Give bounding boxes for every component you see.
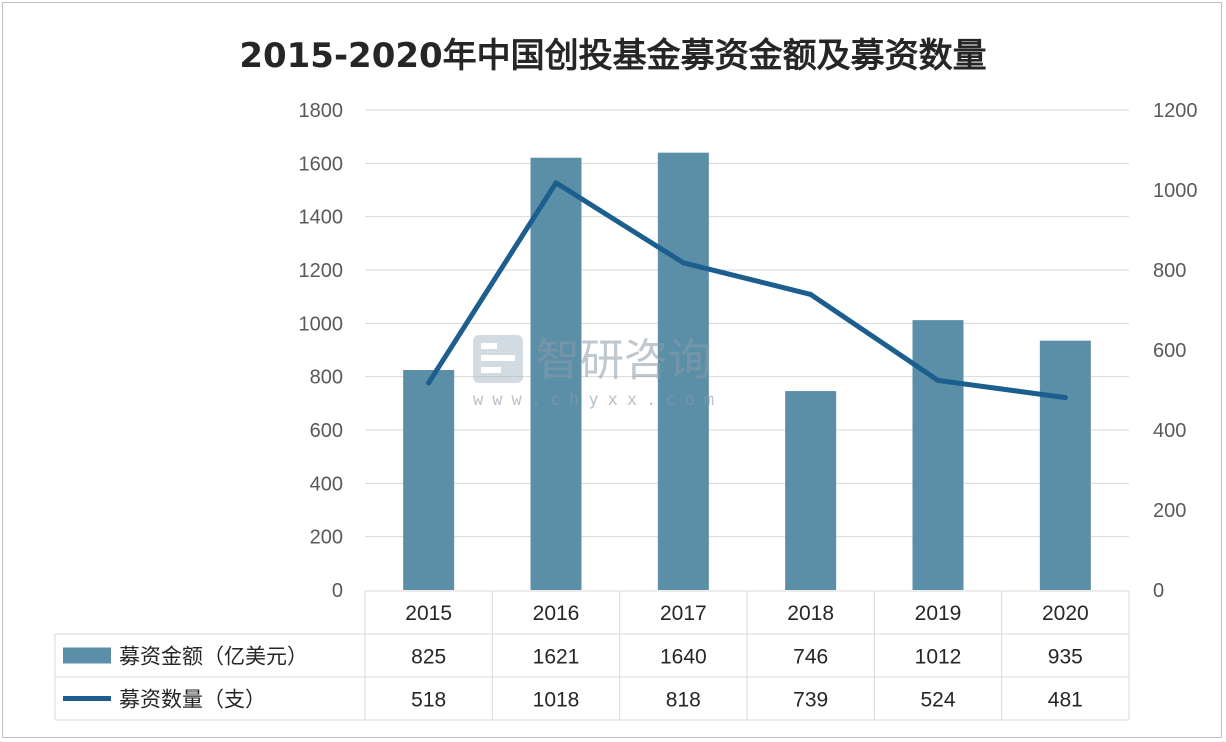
line-series: [426, 180, 1068, 401]
table-cell: 1621: [533, 646, 580, 669]
bar: [785, 391, 837, 590]
line-point: [553, 180, 559, 186]
watermark-brand: 智研咨询: [536, 335, 712, 386]
y-left-tick-label: 200: [310, 527, 343, 549]
y-axis-right: 0 200 400 600 800 1000 1200: [1153, 100, 1198, 602]
bar: [912, 320, 964, 590]
watermark: 智研咨询 www.chyxx.com: [473, 335, 723, 410]
line-point: [935, 377, 941, 383]
y-left-tick-label: 1000: [299, 313, 344, 335]
chart-title: 2015-2020年中国创投基金募资金额及募资数量: [239, 36, 986, 76]
y-right-tick-label: 0: [1153, 580, 1164, 602]
table-cell: 818: [666, 689, 701, 712]
y-left-tick-label: 600: [310, 420, 343, 442]
table-cell: 935: [1048, 646, 1083, 669]
x-tick-label: 2020: [1042, 602, 1089, 625]
table-cell: 1640: [660, 646, 707, 669]
legend-bar-swatch: [63, 647, 111, 664]
table-cell: 518: [411, 689, 446, 712]
y-left-tick-label: 0: [332, 580, 343, 602]
x-tick-label: 2019: [915, 602, 962, 625]
line-series-path: [426, 180, 1068, 401]
gridlines: [365, 109, 1129, 538]
bar: [1039, 340, 1091, 590]
legend-label: 募资金额（亿美元）: [119, 645, 308, 669]
chart: 2015-2020年中国创投基金募资金额及募资数量 0 200 400 600 800 1…: [54, 36, 1198, 721]
y-left-tick-label: 1400: [299, 207, 344, 229]
table-cell: 825: [411, 646, 446, 669]
table-cell: 739: [793, 689, 828, 712]
y-left-tick-label: 1600: [299, 153, 344, 175]
table-cell: 524: [920, 689, 955, 712]
y-left-tick-label: 1800: [299, 100, 344, 122]
table-cell: 746: [793, 646, 828, 669]
bar: [657, 152, 709, 590]
y-left-tick-label: 800: [310, 367, 343, 389]
y-left-tick-label: 400: [310, 473, 343, 495]
line-point: [808, 291, 814, 297]
line-point: [680, 260, 686, 266]
x-tick-label: 2015: [405, 602, 452, 625]
table-cell: 1018: [533, 689, 580, 712]
y-axis-left: 0 200 400 600 800 1000 1200 1400 1600 1800: [299, 100, 344, 602]
x-tick-label: 2018: [787, 602, 834, 625]
watermark-logo-icon: [473, 335, 523, 383]
watermark-url: www.chyxx.com: [473, 390, 723, 410]
x-tick-label: 2017: [660, 602, 707, 625]
y-right-tick-label: 200: [1153, 500, 1186, 522]
data-table: 2015 2016 2017 2018 2019 2020 募资金额（亿美元） 825 1621…: [54, 590, 1130, 721]
y-right-tick-label: 600: [1153, 340, 1186, 362]
table-cell: 1012: [915, 646, 962, 669]
line-point: [1062, 395, 1068, 401]
y-right-tick-label: 1200: [1153, 100, 1198, 122]
table-cell: 481: [1048, 689, 1083, 712]
bar-series: [403, 152, 1091, 590]
y-right-tick-label: 800: [1153, 260, 1186, 282]
y-right-tick-label: 400: [1153, 420, 1186, 442]
line-point: [426, 380, 432, 386]
bar: [403, 370, 455, 590]
legend-label: 募资数量（支）: [119, 688, 266, 712]
y-right-tick-label: 1000: [1153, 180, 1198, 202]
y-left-tick-label: 1200: [299, 260, 344, 282]
x-tick-label: 2016: [533, 602, 580, 625]
bar: [530, 157, 582, 590]
